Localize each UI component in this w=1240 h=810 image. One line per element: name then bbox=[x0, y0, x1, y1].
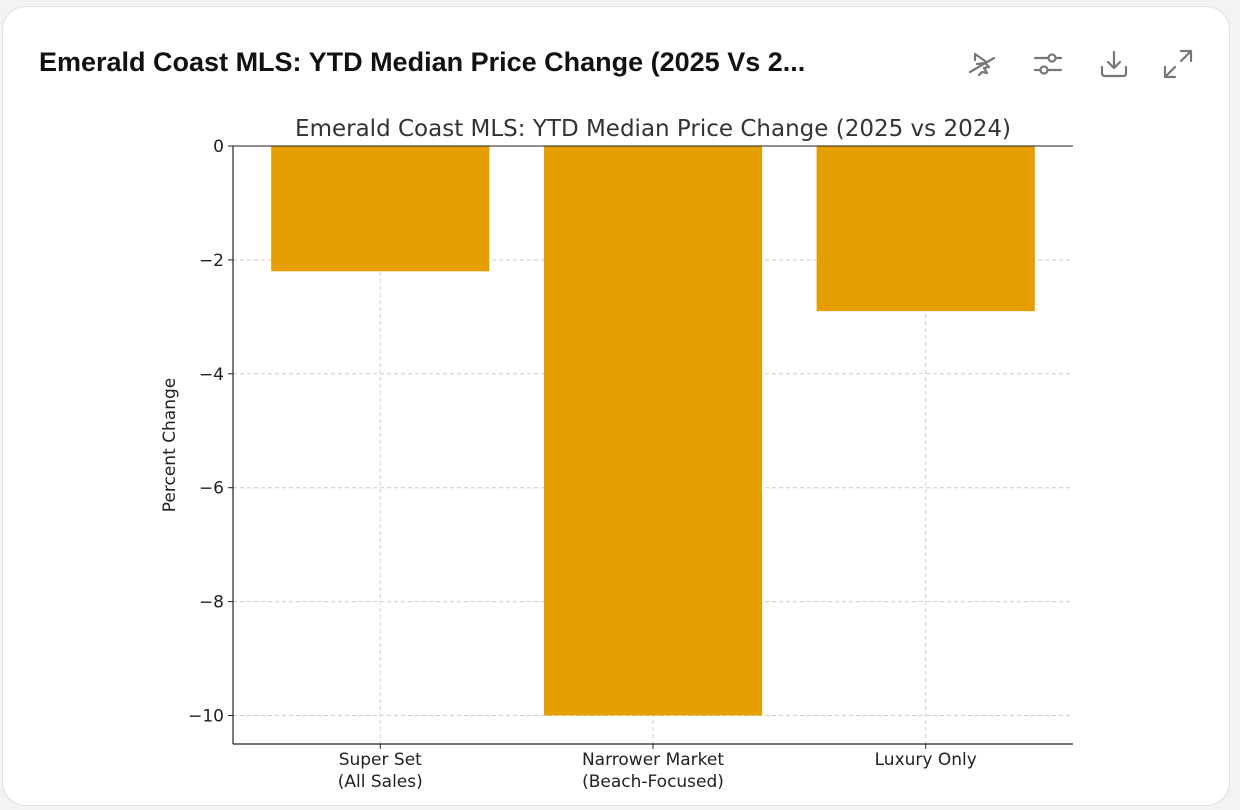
y-tick-label: −4 bbox=[199, 365, 224, 385]
card-title: Emerald Coast MLS: YTD Median Price Chan… bbox=[39, 47, 806, 77]
hide-interactive-icon[interactable] bbox=[965, 47, 999, 81]
bar bbox=[816, 146, 1035, 312]
y-tick-label: 0 bbox=[213, 137, 224, 157]
download-icon[interactable] bbox=[1097, 47, 1131, 81]
x-tick-label: Narrower Market bbox=[582, 750, 724, 770]
chart-title: Emerald Coast MLS: YTD Median Price Chan… bbox=[295, 116, 1011, 142]
y-tick-label: −8 bbox=[199, 593, 224, 613]
x-tick-label: Luxury Only bbox=[875, 750, 977, 770]
x-tick-label: Super Set bbox=[339, 750, 422, 770]
expand-icon[interactable] bbox=[1161, 47, 1195, 81]
x-tick-label: (Beach-Focused) bbox=[582, 772, 724, 792]
x-tick-label: (All Sales) bbox=[338, 772, 423, 792]
settings-sliders-icon[interactable] bbox=[1031, 47, 1065, 81]
y-tick-label: −6 bbox=[199, 479, 224, 499]
y-tick-label: −10 bbox=[188, 707, 224, 727]
bar bbox=[543, 146, 763, 716]
bar bbox=[271, 146, 490, 272]
y-axis-label: Percent Change bbox=[160, 378, 180, 512]
y-tick-label: −2 bbox=[199, 251, 224, 271]
